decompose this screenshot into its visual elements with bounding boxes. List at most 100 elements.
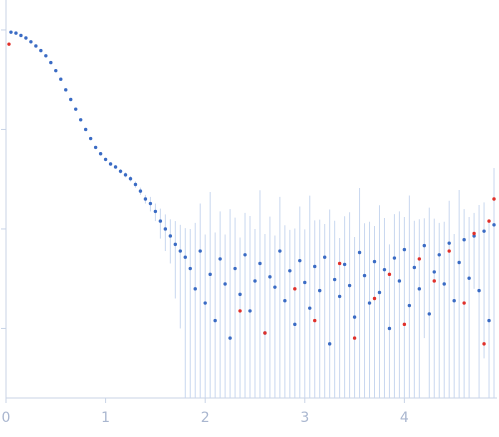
data-point bbox=[168, 234, 173, 238]
data-point bbox=[347, 283, 352, 288]
data-point bbox=[402, 322, 407, 327]
data-point bbox=[133, 182, 138, 187]
data-point bbox=[387, 272, 392, 277]
data-point bbox=[487, 318, 491, 323]
data-point bbox=[417, 287, 422, 291]
data-point bbox=[402, 247, 407, 252]
data-point bbox=[492, 197, 496, 201]
data-point bbox=[308, 306, 312, 310]
data-point bbox=[472, 234, 476, 238]
data-point bbox=[69, 97, 73, 102]
data-point bbox=[263, 331, 267, 335]
data-point bbox=[88, 136, 93, 141]
data-point bbox=[407, 303, 412, 308]
data-point bbox=[178, 249, 182, 253]
data-point bbox=[462, 237, 466, 242]
data-point bbox=[278, 249, 282, 253]
data-point bbox=[193, 287, 197, 291]
x-tick-label: 0 bbox=[2, 410, 11, 426]
data-point bbox=[357, 250, 362, 255]
data-point bbox=[288, 269, 292, 273]
data-point bbox=[313, 264, 317, 269]
data-point bbox=[293, 322, 297, 327]
data-point bbox=[158, 219, 163, 223]
data-point bbox=[123, 173, 128, 177]
data-point bbox=[447, 241, 451, 245]
data-point bbox=[422, 243, 426, 248]
data-point bbox=[452, 299, 456, 303]
data-point bbox=[163, 227, 168, 231]
data-point bbox=[49, 60, 53, 65]
data-point bbox=[108, 162, 113, 166]
data-point bbox=[19, 33, 23, 38]
data-point bbox=[138, 189, 143, 193]
data-point bbox=[442, 282, 446, 286]
data-point bbox=[188, 266, 192, 271]
data-point bbox=[427, 312, 431, 316]
data-point bbox=[412, 265, 417, 270]
data-point bbox=[342, 262, 347, 267]
data-point bbox=[352, 336, 357, 340]
data-point bbox=[462, 301, 466, 305]
data-point bbox=[253, 279, 257, 283]
data-point bbox=[233, 266, 237, 271]
data-point bbox=[203, 301, 207, 305]
data-point bbox=[382, 267, 387, 272]
data-point bbox=[387, 326, 392, 331]
data-point bbox=[273, 285, 277, 289]
data-point bbox=[323, 255, 327, 259]
data-point bbox=[447, 249, 451, 253]
data-point bbox=[487, 219, 491, 223]
data-point bbox=[118, 169, 123, 173]
data-point bbox=[9, 30, 13, 34]
data-point bbox=[218, 257, 222, 261]
data-point bbox=[74, 107, 78, 111]
data-point bbox=[223, 282, 227, 286]
data-point bbox=[54, 68, 58, 73]
data-point bbox=[303, 280, 307, 285]
data-point bbox=[472, 231, 476, 236]
data-point bbox=[467, 276, 471, 280]
data-point bbox=[39, 48, 43, 53]
data-point bbox=[337, 261, 342, 266]
data-point bbox=[34, 44, 38, 48]
data-point bbox=[59, 77, 63, 81]
data-point bbox=[173, 242, 178, 247]
data-point bbox=[113, 165, 118, 169]
data-point bbox=[432, 270, 436, 274]
data-point bbox=[457, 260, 461, 265]
data-point bbox=[183, 255, 187, 259]
data-point bbox=[318, 288, 322, 293]
data-point bbox=[24, 36, 28, 40]
data-point bbox=[103, 157, 108, 162]
data-point bbox=[367, 301, 372, 305]
data-point bbox=[437, 253, 441, 257]
data-point bbox=[64, 88, 68, 92]
data-point bbox=[298, 258, 302, 263]
data-point bbox=[153, 209, 158, 214]
x-tick-label: 2 bbox=[201, 410, 210, 426]
data-point bbox=[337, 294, 342, 299]
data-point bbox=[7, 42, 11, 46]
data-point bbox=[143, 197, 148, 201]
data-point bbox=[377, 290, 382, 295]
data-point bbox=[98, 152, 103, 156]
data-point bbox=[313, 318, 317, 323]
data-point bbox=[83, 127, 88, 132]
data-point bbox=[283, 299, 287, 303]
x-tick-label: 1 bbox=[101, 410, 110, 426]
data-point bbox=[78, 118, 83, 122]
data-point bbox=[372, 296, 377, 301]
data-point bbox=[44, 54, 48, 58]
x-tick-label: 4 bbox=[400, 410, 409, 426]
data-point bbox=[417, 257, 422, 261]
data-point bbox=[392, 256, 397, 260]
data-point bbox=[213, 318, 217, 323]
data-point bbox=[29, 40, 33, 44]
data-point bbox=[268, 275, 272, 279]
data-point bbox=[397, 279, 402, 283]
data-point bbox=[492, 223, 496, 227]
data-point bbox=[482, 229, 486, 233]
data-point bbox=[372, 259, 377, 264]
